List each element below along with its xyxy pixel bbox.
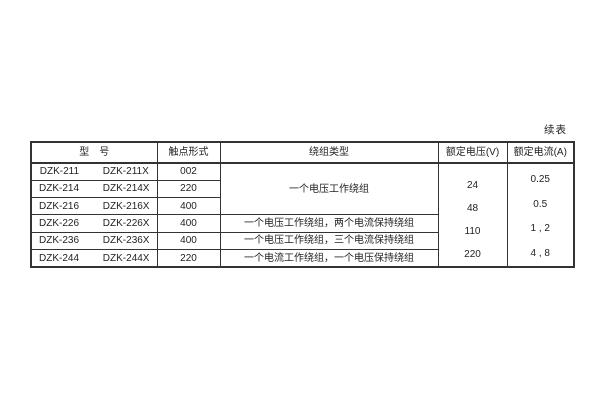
model-cell: DZK-226 DZK-226X xyxy=(30,214,158,233)
contact-form-cell: 002 xyxy=(156,162,221,181)
table-row: DZK-216 DZK-216X 400 xyxy=(30,197,574,216)
model-cell: DZK-216 DZK-216X xyxy=(30,197,158,216)
model-cell: DZK-236 DZK-236X xyxy=(30,231,158,251)
model-number: DZK-216 xyxy=(39,200,80,212)
model-number: DZK-214 xyxy=(39,183,80,195)
voltage-value: 48 xyxy=(466,203,479,214)
model-number-x: DZK-216X xyxy=(102,200,150,212)
winding-type-cell: 一个电流工作绕组，一个电压保持绕组 xyxy=(219,249,439,268)
winding-type-cell: 一个电压工作绕组，两个电流保持绕组 xyxy=(219,214,439,233)
current-value: 4 , 8 xyxy=(530,248,550,260)
contact-form-cell: 400 xyxy=(156,197,221,216)
voltage-value: 24 xyxy=(466,180,479,191)
current-value: 1 , 2 xyxy=(530,223,550,235)
rated-current-cell-merged: 0.25 0.5 1 , 2 4 , 8 xyxy=(506,162,575,268)
model-number-x: DZK-236X xyxy=(102,235,150,247)
col-header-contact-form: 触点形式 xyxy=(156,141,221,164)
rated-voltage-cell-merged: 24 48 110 220 xyxy=(437,162,508,268)
col-header-model: 型 号 xyxy=(30,141,158,164)
winding-type-cell-merged: 一个电压工作绕组 xyxy=(219,162,439,216)
contact-form-cell: 220 xyxy=(156,249,221,268)
contact-form-cell: 220 xyxy=(156,179,221,199)
col-header-winding-type: 绕组类型 xyxy=(219,141,439,164)
col-header-rated-voltage: 额定电压(V) xyxy=(437,141,508,164)
voltage-values-stack: 24 48 110 220 xyxy=(439,164,506,266)
model-number-x: DZK-244X xyxy=(102,252,150,264)
model-number: DZK-236 xyxy=(39,235,80,247)
voltage-value: 220 xyxy=(464,249,481,260)
model-number-x: DZK-226X xyxy=(102,218,150,230)
current-values-stack: 0.25 0.5 1 , 2 4 , 8 xyxy=(508,164,573,266)
model-number: DZK-244 xyxy=(39,252,80,264)
model-cell: DZK-211 DZK-211X xyxy=(30,162,158,181)
current-value: 0.25 xyxy=(530,173,550,185)
model-cell: DZK-244 DZK-244X xyxy=(30,249,158,268)
contact-form-cell: 400 xyxy=(156,231,221,251)
winding-type-cell: 一个电压工作绕组，三个电流保持绕组 xyxy=(219,231,439,251)
current-value: 0.5 xyxy=(533,198,548,210)
model-number-x: DZK-211X xyxy=(102,166,149,178)
model-cell: DZK-214 DZK-214X xyxy=(30,179,158,199)
continued-table-label: 续表 xyxy=(544,124,567,136)
relay-spec-table: 型 号 触点形式 绕组类型 额定电压(V) 额定电流(A) DZK-211 DZ… xyxy=(30,141,575,268)
col-header-rated-current: 额定电流(A) xyxy=(506,141,575,164)
model-number-x: DZK-214X xyxy=(102,183,150,195)
table-row: DZK-244 DZK-244X 220 一个电流工作绕组，一个电压保持绕组 xyxy=(30,249,574,268)
voltage-value: 110 xyxy=(464,226,481,237)
model-number: DZK-226 xyxy=(39,218,80,230)
table-row: DZK-214 DZK-214X 220 xyxy=(30,179,574,199)
header-row: 型 号 触点形式 绕组类型 额定电压(V) 额定电流(A) xyxy=(30,141,575,164)
table-row: DZK-211 DZK-211X 002 一个电压工作绕组 24 48 110 … xyxy=(30,162,575,268)
model-number: DZK-211 xyxy=(39,166,80,178)
contact-form-cell: 400 xyxy=(156,214,221,233)
